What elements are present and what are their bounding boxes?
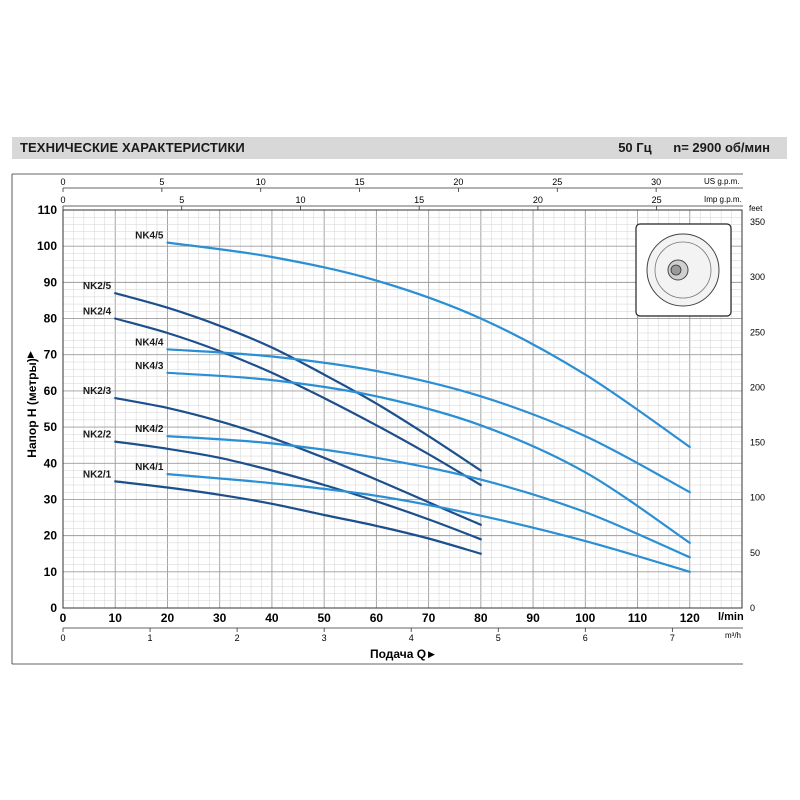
curve-nk2-1 <box>114 480 482 555</box>
us-gpm-tick-label: 15 <box>355 177 365 187</box>
series-label-nk4-4: NK4/4 <box>135 337 164 348</box>
chart-ticks: 0 10 20 30 40 50 60 70 80 90 100 110 120010203040506… <box>37 177 765 643</box>
y-axis-label: Напор H (метры) <box>25 358 39 457</box>
chart-series-labels: NK2/1 NK2/2 NK2/3 NK2/4 NK2/5 NK4/1 NK4/2 NK4/3… <box>83 231 164 481</box>
feet-tick-label: 250 <box>750 327 765 337</box>
curve-nk2-4 <box>114 317 482 487</box>
us-gpm-tick-label: 25 <box>552 177 562 187</box>
x-tick-label: 60 <box>370 611 384 625</box>
feet-tick-label: 150 <box>750 438 765 448</box>
x-tick-label: 120 <box>680 611 700 625</box>
impeller-icon <box>635 223 732 317</box>
x-tick-label: 90 <box>526 611 540 625</box>
imp-gpm-tick-label: 25 <box>652 195 662 205</box>
x-axis-label: Подача Q <box>370 647 426 661</box>
x-tick-label: 70 <box>422 611 436 625</box>
x-tick-label: 100 <box>575 611 595 625</box>
curve-nk4-1 <box>166 473 691 573</box>
x-tick-label: 30 <box>213 611 227 625</box>
right-axis-unit: feet <box>749 204 763 213</box>
m3h-tick-label: 4 <box>409 633 414 643</box>
feet-tick-label: 50 <box>750 548 760 558</box>
chart-header-title: ТЕХНИЧЕСКИЕ ХАРАКТЕРИСТИКИ <box>20 140 245 155</box>
x-tick-label: 50 <box>317 611 331 625</box>
x-tick-label: 0 <box>60 611 67 625</box>
chart-header-conditions: 50 Гц n= 2900 об/мин <box>600 140 770 155</box>
top-imp-unit: Imp g.p.m. <box>704 195 742 204</box>
feet-tick-label: 200 <box>750 382 765 392</box>
imp-gpm-tick-label: 10 <box>295 195 305 205</box>
curve-nk2-2 <box>114 440 482 541</box>
curve-nk2-3 <box>114 397 482 526</box>
us-gpm-tick-label: 0 <box>60 177 65 187</box>
m3h-tick-label: 6 <box>583 633 588 643</box>
chart-grid <box>62 209 743 609</box>
imp-gpm-tick-label: 0 <box>60 195 65 205</box>
us-gpm-tick-label: 30 <box>651 177 661 187</box>
us-gpm-tick-label: 10 <box>256 177 266 187</box>
feet-tick-label: 300 <box>750 272 765 282</box>
y-tick-label: 40 <box>44 456 58 470</box>
chart-series <box>114 241 691 573</box>
x-tick-label: 40 <box>265 611 279 625</box>
imp-gpm-tick-label: 15 <box>414 195 424 205</box>
series-label-nk4-5: NK4/5 <box>135 231 164 242</box>
imp-gpm-tick-label: 5 <box>179 195 184 205</box>
plot-frame <box>62 209 743 609</box>
m3h-tick-label: 0 <box>60 633 65 643</box>
curve-nk4-5 <box>166 241 691 449</box>
y-tick-label: 110 <box>38 203 58 217</box>
x-tick-label: 20 <box>161 611 175 625</box>
y-tick-label: 100 <box>37 239 57 253</box>
m3h-tick-label: 3 <box>322 633 327 643</box>
speed-label: n= 2900 об/мин <box>673 140 770 155</box>
y-tick-label: 10 <box>44 565 58 579</box>
curve-nk4-2 <box>166 435 691 559</box>
imp-gpm-tick-label: 20 <box>533 195 543 205</box>
y-tick-label: 0 <box>50 601 57 615</box>
series-label-nk2-1: NK2/1 <box>83 469 112 480</box>
curve-nk2-5 <box>114 292 482 472</box>
y-tick-label: 20 <box>44 529 58 543</box>
x-tick-label: 110 <box>628 611 648 625</box>
us-gpm-tick-label: 20 <box>453 177 463 187</box>
m3h-tick-label: 1 <box>148 633 153 643</box>
chart-axes <box>11 173 743 665</box>
header-bar <box>12 137 787 159</box>
y-tick-label: 50 <box>44 420 58 434</box>
m3h-tick-label: 5 <box>496 633 501 643</box>
x-tick-label: 80 <box>474 611 488 625</box>
series-label-nk4-2: NK4/2 <box>135 424 164 435</box>
x-tick-label: 10 <box>109 611 123 625</box>
feet-tick-label: 350 <box>750 217 765 227</box>
y-tick-label: 90 <box>44 275 58 289</box>
feet-tick-label: 0 <box>750 603 755 613</box>
frequency-label: 50 Гц <box>618 140 652 155</box>
us-gpm-tick-label: 5 <box>159 177 164 187</box>
y-tick-label: 30 <box>44 492 58 506</box>
y-tick-label: 80 <box>44 312 58 326</box>
y-axis-arrow-icon: ▶ <box>25 351 35 358</box>
x-axis-arrow-icon: ▶ <box>428 649 435 659</box>
series-label-nk2-3: NK2/3 <box>83 386 112 397</box>
series-label-nk2-4: NK2/4 <box>83 307 112 318</box>
curve-nk4-4 <box>166 348 691 494</box>
m3h-tick-label: 2 <box>235 633 240 643</box>
top-us-unit: US g.p.m. <box>704 177 740 186</box>
m3h-tick-label: 7 <box>670 633 675 643</box>
curve-nk4-3 <box>166 371 691 544</box>
series-label-nk2-2: NK2/2 <box>83 430 112 441</box>
feet-tick-label: 100 <box>750 493 765 503</box>
series-label-nk2-5: NK2/5 <box>83 281 112 292</box>
series-label-nk4-1: NK4/1 <box>135 462 164 473</box>
y-tick-label: 60 <box>44 384 58 398</box>
series-label-nk4-3: NK4/3 <box>135 361 164 372</box>
y-tick-label: 70 <box>44 348 58 362</box>
bottom-secondary-unit: m³/h <box>725 631 741 640</box>
x-axis-unit: l/min <box>718 611 744 623</box>
